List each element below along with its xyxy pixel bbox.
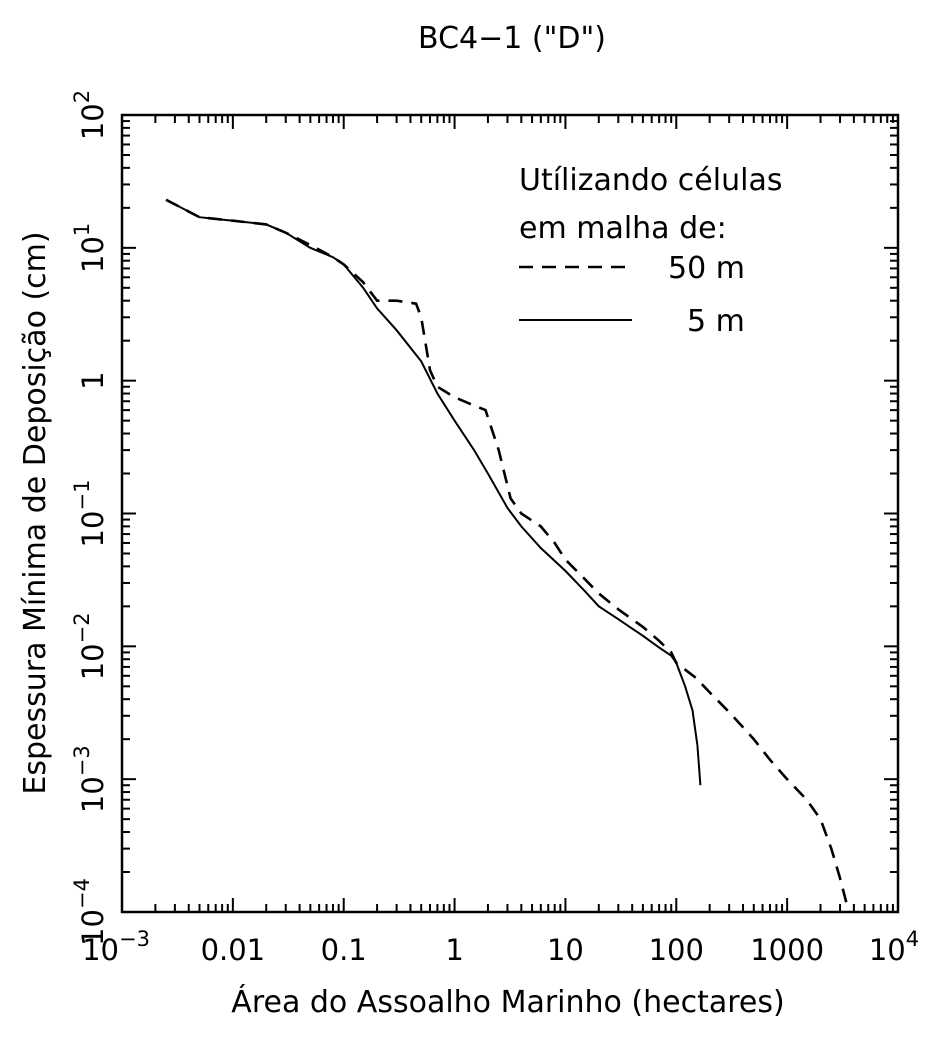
legend-header-line-2: em malha de: <box>519 211 727 246</box>
y-tick-label: 10−4 <box>70 878 110 946</box>
y-tick-label: 102 <box>70 90 110 140</box>
x-tick-label: 1000 <box>750 933 824 967</box>
y-tick-labels: 10−4 10−3 10−2 10−1 1 101 102 <box>70 90 110 946</box>
plot-frame <box>120 113 900 914</box>
legend-header-line-1: Utílizando células <box>519 163 782 198</box>
x-tick-label: 0.01 <box>201 933 266 967</box>
x-tick-label: 0.1 <box>321 933 367 967</box>
series-5m-line <box>165 198 702 786</box>
x-tick-label: 1 <box>445 933 463 967</box>
y-axis-label: Espessura Mínima de Deposição (cm) <box>18 231 53 794</box>
legend-label-50m: 50 m <box>668 251 745 286</box>
y-tick-label: 1 <box>76 371 110 389</box>
y-tick-label: 101 <box>70 223 110 273</box>
series-50m-line <box>165 198 851 913</box>
legend: Utílizando células em malha de: 50 m 5 m <box>519 163 782 339</box>
chart-title: BC4−1 ("D") <box>418 21 606 56</box>
y-tick-label: 10−1 <box>70 480 110 548</box>
y-tick-label: 10−3 <box>70 745 110 813</box>
x-tick-label: 100 <box>649 933 704 967</box>
x-axis-label: Área do Assoalho Marinho (hectares) <box>231 984 784 1020</box>
legend-label-5m: 5 m <box>687 304 745 339</box>
x-tick-label: 10 <box>547 933 584 967</box>
y-tick-label: 10−2 <box>70 612 110 680</box>
x-tick-labels: 10−3 0.01 0.1 1 10 100 1000 104 <box>82 927 919 967</box>
x-tick-label: 104 <box>869 927 919 967</box>
minor-ticks <box>121 115 898 913</box>
